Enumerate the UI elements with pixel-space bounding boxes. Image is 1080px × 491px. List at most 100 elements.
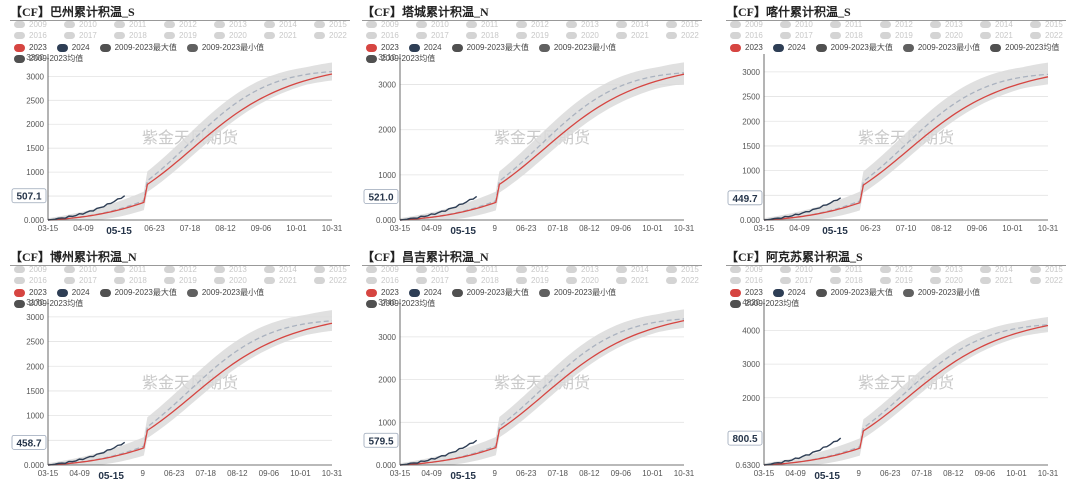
legend-item[interactable]: 2024 xyxy=(772,288,806,297)
legend-item[interactable]: 2009-2023最大值 xyxy=(451,287,529,298)
legend-item-year[interactable]: 2011 xyxy=(830,264,880,274)
legend-item-year[interactable]: 2017 xyxy=(780,30,830,40)
legend-item[interactable]: 2024 xyxy=(408,288,442,297)
legend-item-year[interactable]: 2020 xyxy=(566,275,616,285)
legend-item[interactable]: 2009-2023最大值 xyxy=(815,42,893,53)
legend-item-year[interactable]: 2010 xyxy=(64,264,114,274)
legend-item[interactable]: 2009-2023最小值 xyxy=(538,42,616,53)
legend-item-year[interactable]: 2011 xyxy=(114,19,164,29)
legend-item-year[interactable]: 2015 xyxy=(314,19,362,29)
legend-item-year[interactable]: 2021 xyxy=(980,275,1030,285)
legend-item-year[interactable]: 2021 xyxy=(616,275,666,285)
legend-item[interactable]: 2024 xyxy=(772,43,806,52)
legend-item-year[interactable]: 2016 xyxy=(366,30,416,40)
legend-item[interactable]: 2009-2023最大值 xyxy=(451,42,529,53)
legend-item[interactable]: 2024 xyxy=(408,43,442,52)
legend-item[interactable]: 2009-2023最小值 xyxy=(538,287,616,298)
legend-item[interactable]: 2023 xyxy=(730,288,763,297)
legend-item-year[interactable]: 2013 xyxy=(566,19,616,29)
legend-item[interactable]: 2009-2023均值 xyxy=(366,298,435,309)
legend-item-year[interactable]: 2014 xyxy=(264,264,314,274)
legend-item-year[interactable]: 2011 xyxy=(466,264,516,274)
legend-item-year[interactable]: 2011 xyxy=(830,19,880,29)
legend-item-year[interactable]: 2019 xyxy=(164,275,214,285)
legend-item-year[interactable]: 2014 xyxy=(980,264,1030,274)
legend-item[interactable]: 2009-2023最小值 xyxy=(186,287,264,298)
legend-item-year[interactable]: 2015 xyxy=(666,19,714,29)
legend-item-year[interactable]: 2019 xyxy=(516,275,566,285)
legend-item[interactable]: 2023 xyxy=(14,43,47,52)
legend-item-year[interactable]: 2022 xyxy=(1030,30,1078,40)
legend-item[interactable]: 2023 xyxy=(366,43,399,52)
legend-item-year[interactable]: 2019 xyxy=(516,30,566,40)
legend-item[interactable]: 2023 xyxy=(366,288,399,297)
legend-item-year[interactable]: 2018 xyxy=(466,30,516,40)
legend-item-year[interactable]: 2012 xyxy=(164,264,214,274)
legend-item-year[interactable]: 2019 xyxy=(880,30,930,40)
legend-item-year[interactable]: 2012 xyxy=(516,19,566,29)
legend-item-year[interactable]: 2016 xyxy=(14,30,64,40)
legend-item-year[interactable]: 2017 xyxy=(780,275,830,285)
legend-item[interactable]: 2009-2023最大值 xyxy=(99,287,177,298)
legend-item-year[interactable]: 2014 xyxy=(980,19,1030,29)
legend-item-year[interactable]: 2011 xyxy=(114,264,164,274)
legend-item-year[interactable]: 2013 xyxy=(214,264,264,274)
legend-item-year[interactable]: 2019 xyxy=(880,275,930,285)
legend-item-year[interactable]: 2012 xyxy=(164,19,214,29)
legend-item-year[interactable]: 2017 xyxy=(64,275,114,285)
legend-item-year[interactable]: 2010 xyxy=(780,19,830,29)
legend-item-year[interactable]: 2018 xyxy=(114,30,164,40)
legend-item-year[interactable]: 2020 xyxy=(214,30,264,40)
legend-item[interactable]: 2009-2023最小值 xyxy=(902,287,980,298)
legend-item-year[interactable]: 2018 xyxy=(830,30,880,40)
legend-item-year[interactable]: 2015 xyxy=(1030,19,1078,29)
legend-item-year[interactable]: 2016 xyxy=(730,30,780,40)
legend-item-year[interactable]: 2009 xyxy=(14,19,64,29)
legend-item-year[interactable]: 2022 xyxy=(314,275,362,285)
legend-item-year[interactable]: 2021 xyxy=(616,30,666,40)
legend-item-year[interactable]: 2019 xyxy=(164,30,214,40)
legend-item-year[interactable]: 2020 xyxy=(566,30,616,40)
legend-item-year[interactable]: 2021 xyxy=(980,30,1030,40)
legend-item[interactable]: 2009-2023均值 xyxy=(14,298,83,309)
legend-item[interactable]: 2009-2023最小值 xyxy=(186,42,264,53)
legend-item-year[interactable]: 2022 xyxy=(666,30,714,40)
legend-item-year[interactable]: 2017 xyxy=(416,30,466,40)
legend-item[interactable]: 2009-2023均值 xyxy=(990,42,1059,53)
legend-item[interactable]: 2009-2023最小值 xyxy=(902,42,980,53)
legend-item-year[interactable]: 2010 xyxy=(64,19,114,29)
legend-item[interactable]: 2024 xyxy=(56,288,90,297)
legend-item[interactable]: 2009-2023均值 xyxy=(730,298,799,309)
legend-item-year[interactable]: 2016 xyxy=(14,275,64,285)
legend-item-year[interactable]: 2009 xyxy=(730,264,780,274)
legend-item-year[interactable]: 2013 xyxy=(930,19,980,29)
legend-item-year[interactable]: 2018 xyxy=(466,275,516,285)
legend-item[interactable]: 2009-2023均值 xyxy=(14,53,83,64)
legend-item-year[interactable]: 2021 xyxy=(264,30,314,40)
legend-item[interactable]: 2024 xyxy=(56,43,90,52)
legend-item[interactable]: 2009-2023最大值 xyxy=(99,42,177,53)
legend-item-year[interactable]: 2022 xyxy=(314,30,362,40)
legend-item[interactable]: 2023 xyxy=(14,288,47,297)
legend-item-year[interactable]: 2014 xyxy=(616,264,666,274)
legend-item-year[interactable]: 2010 xyxy=(416,264,466,274)
legend-item-year[interactable]: 2016 xyxy=(366,275,416,285)
legend-item[interactable]: 2009-2023均值 xyxy=(366,53,435,64)
legend-item-year[interactable]: 2009 xyxy=(366,264,416,274)
legend-item-year[interactable]: 2022 xyxy=(666,275,714,285)
legend-item-year[interactable]: 2020 xyxy=(214,275,264,285)
legend-item[interactable]: 2009-2023最大值 xyxy=(815,287,893,298)
legend-item-year[interactable]: 2017 xyxy=(64,30,114,40)
legend-item-year[interactable]: 2015 xyxy=(314,264,362,274)
legend-item-year[interactable]: 2013 xyxy=(214,19,264,29)
legend-item-year[interactable]: 2018 xyxy=(830,275,880,285)
legend-item-year[interactable]: 2017 xyxy=(416,275,466,285)
legend-item-year[interactable]: 2009 xyxy=(730,19,780,29)
legend-item-year[interactable]: 2013 xyxy=(930,264,980,274)
legend-item-year[interactable]: 2014 xyxy=(616,19,666,29)
legend-item-year[interactable]: 2010 xyxy=(416,19,466,29)
legend-item-year[interactable]: 2018 xyxy=(114,275,164,285)
legend-item-year[interactable]: 2011 xyxy=(466,19,516,29)
legend-item-year[interactable]: 2021 xyxy=(264,275,314,285)
legend-item-year[interactable]: 2010 xyxy=(780,264,830,274)
